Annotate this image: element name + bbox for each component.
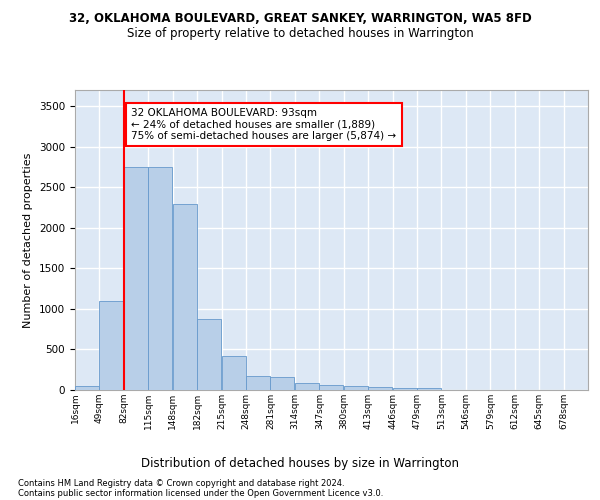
Bar: [148, 167, 172, 390]
Bar: [319, 385, 343, 390]
Bar: [295, 382, 319, 390]
Bar: [197, 318, 221, 390]
Y-axis label: Number of detached properties: Number of detached properties: [23, 152, 34, 328]
Text: Contains public sector information licensed under the Open Government Licence v3: Contains public sector information licen…: [18, 489, 383, 498]
Bar: [344, 386, 368, 390]
Bar: [173, 204, 197, 390]
Bar: [417, 388, 441, 390]
Text: Distribution of detached houses by size in Warrington: Distribution of detached houses by size …: [141, 458, 459, 470]
Text: Contains HM Land Registry data © Crown copyright and database right 2024.: Contains HM Land Registry data © Crown c…: [18, 479, 344, 488]
Bar: [368, 387, 392, 390]
Text: 32 OKLAHOMA BOULEVARD: 93sqm
← 24% of detached houses are smaller (1,889)
75% of: 32 OKLAHOMA BOULEVARD: 93sqm ← 24% of de…: [131, 108, 397, 141]
Text: 32, OKLAHOMA BOULEVARD, GREAT SANKEY, WARRINGTON, WA5 8FD: 32, OKLAHOMA BOULEVARD, GREAT SANKEY, WA…: [68, 12, 532, 26]
Text: Size of property relative to detached houses in Warrington: Size of property relative to detached ho…: [127, 28, 473, 40]
Bar: [271, 377, 295, 390]
Bar: [75, 386, 99, 390]
Bar: [100, 301, 124, 390]
Bar: [246, 376, 270, 390]
Bar: [124, 167, 148, 390]
Bar: [392, 388, 416, 390]
Bar: [221, 356, 245, 390]
